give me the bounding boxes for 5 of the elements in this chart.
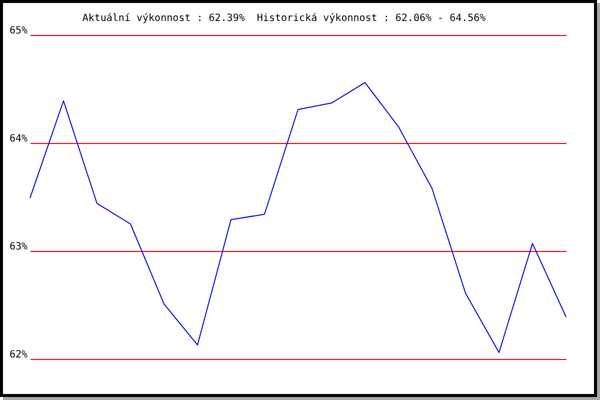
y-tick-label: 65% [9, 26, 28, 36]
y-tick-label: 62% [9, 350, 28, 360]
y-tick-label: 63% [9, 242, 28, 252]
y-tick-label: 64% [9, 134, 28, 144]
chart-title: Aktuální výkonnost : 62.39% Historická výkonnost : 62.06% - 64.56% [82, 13, 486, 24]
